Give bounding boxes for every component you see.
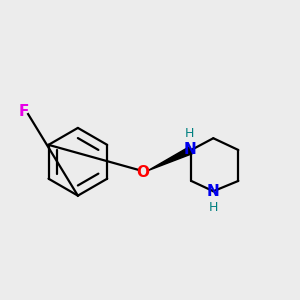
Text: F: F [18, 104, 28, 119]
Text: H: H [208, 201, 218, 214]
Text: H: H [185, 127, 194, 140]
Text: N: N [183, 142, 196, 158]
Polygon shape [148, 146, 193, 171]
Text: N: N [207, 184, 220, 199]
Text: O: O [136, 165, 149, 180]
